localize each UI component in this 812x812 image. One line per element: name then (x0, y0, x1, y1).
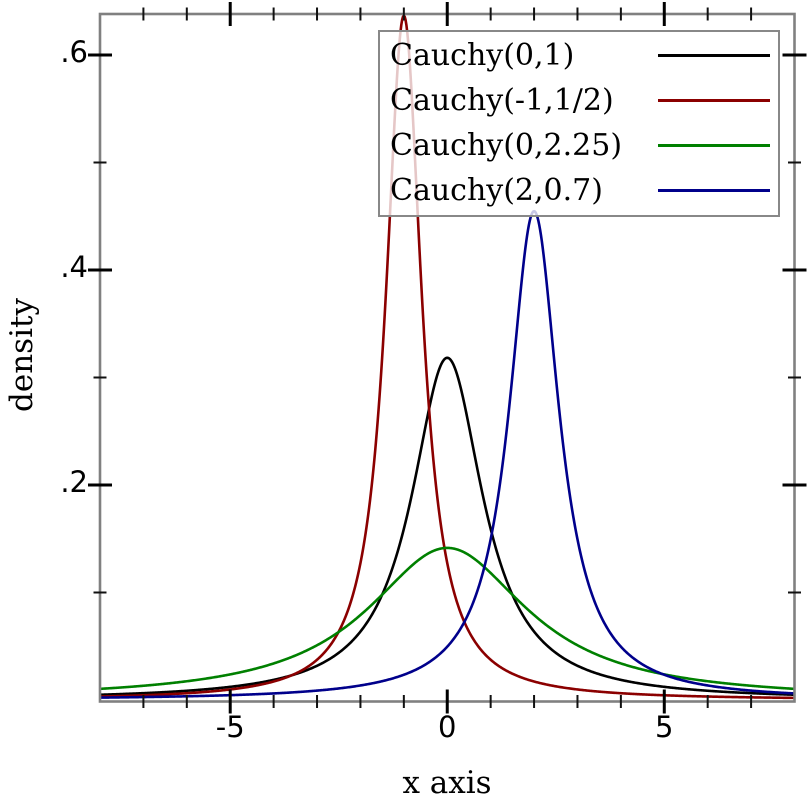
x-tick-label: 5 (655, 710, 674, 744)
y-tick-label: .4 (60, 250, 88, 284)
x-tick-label: -5 (215, 710, 245, 744)
legend-item-label: Cauchy(-1,1/2) (390, 83, 614, 118)
legend: Cauchy(0,1) Cauchy(-1,1/2) Cauchy(0,2.25… (378, 30, 780, 217)
legend-item-label: Cauchy(2,0.7) (390, 173, 603, 208)
y-axis-title: density (4, 298, 40, 412)
y-tick-label: .2 (60, 465, 88, 499)
legend-line-sample (658, 189, 770, 192)
x-tick-label: 0 (438, 710, 457, 744)
legend-item: Cauchy(-1,1/2) (390, 78, 770, 123)
legend-line-sample (658, 54, 770, 57)
legend-item: Cauchy(2,0.7) (390, 168, 770, 213)
legend-item-label: Cauchy(0,2.25) (390, 128, 623, 163)
legend-line-sample (658, 144, 770, 147)
y-tick-label: .6 (60, 35, 88, 69)
x-axis-title: x axis (402, 765, 492, 801)
legend-line-sample (658, 99, 770, 102)
legend-item: Cauchy(0,2.25) (390, 123, 770, 168)
legend-item: Cauchy(0,1) (390, 33, 770, 78)
legend-item-label: Cauchy(0,1) (390, 38, 575, 73)
